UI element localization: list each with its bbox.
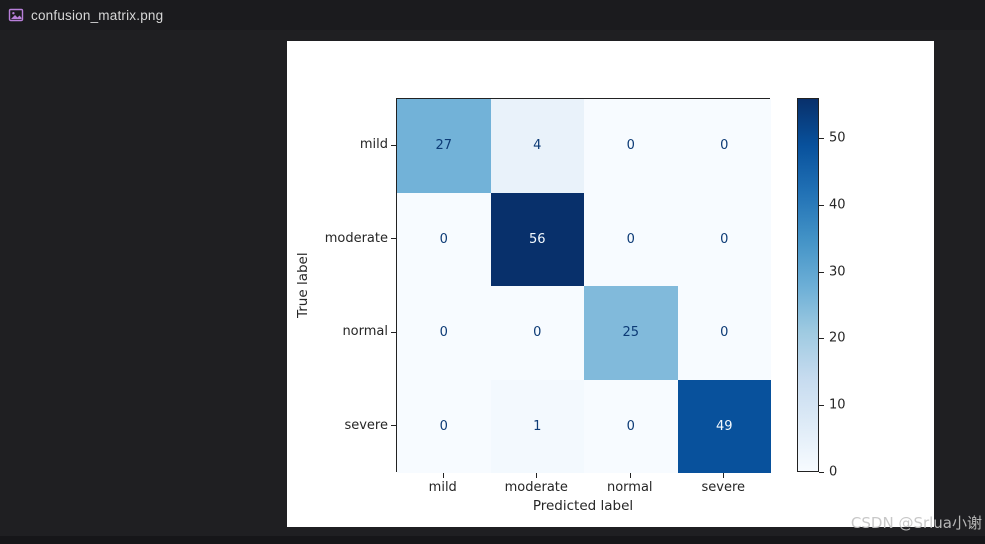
y-tick-mark (391, 331, 396, 333)
heatmap-cells: 27 4 0 0 0 56 0 0 0 0 25 0 0 1 0 49 (397, 99, 771, 473)
image-file-icon (8, 7, 24, 23)
matrix-cell: 0 (677, 99, 771, 193)
colorbar-tick-mark (819, 204, 824, 206)
x-tick-label: mild (428, 480, 457, 495)
x-tick-mark (629, 473, 631, 478)
y-tick-label: severe (344, 417, 388, 433)
colorbar-tick-mark (819, 338, 824, 340)
matrix-cell: 1 (490, 379, 584, 473)
x-tick-mark (442, 473, 444, 478)
confusion-matrix-figure: True label 27 4 0 0 0 56 0 0 0 0 25 0 0 1 0 49 mild mode… (287, 41, 934, 527)
matrix-cell: 49 (677, 379, 771, 473)
x-tick-label: severe (701, 480, 746, 495)
x-axis-title: Predicted label (532, 498, 634, 514)
y-tick-mark (391, 238, 396, 240)
colorbar-tick-label: 50 (829, 130, 846, 146)
heatmap-axes: 27 4 0 0 0 56 0 0 0 0 25 0 0 1 0 49 (396, 98, 771, 473)
colorbar-tick-label: 10 (829, 397, 846, 413)
tab-filename: confusion_matrix.png (31, 7, 164, 23)
colorbar-tick-label: 40 (829, 197, 846, 213)
x-tick-label: normal (606, 480, 653, 495)
matrix-cell: 0 (677, 192, 771, 286)
colorbar-tick-label: 0 (829, 464, 838, 480)
tab-bar: confusion_matrix.png (0, 0, 985, 30)
matrix-cell: 25 (584, 286, 678, 380)
watermark: CSDN @Srlua小谢 (850, 514, 982, 532)
y-tick-mark (391, 425, 396, 427)
matrix-cell: 0 (397, 192, 491, 286)
matrix-cell: 0 (677, 286, 771, 380)
x-tick-label: moderate (504, 480, 568, 495)
matrix-cell: 0 (584, 192, 678, 286)
matrix-cell: 56 (490, 192, 584, 286)
x-tick-mark (536, 473, 538, 478)
colorbar-tick-mark (819, 138, 824, 140)
colorbar-tick-mark (819, 472, 824, 473)
matrix-cell: 0 (397, 379, 491, 473)
bottom-strip (0, 536, 985, 544)
colorbar-tick-label: 20 (829, 330, 846, 346)
y-tick-label: mild (359, 137, 388, 153)
x-tick-mark (723, 473, 725, 478)
matrix-cell: 4 (490, 99, 584, 193)
colorbar (797, 98, 819, 472)
colorbar-tick-mark (819, 405, 824, 407)
matrix-cell: 27 (397, 99, 491, 193)
matrix-cell: 0 (397, 286, 491, 380)
tab-confusion-matrix[interactable]: confusion_matrix.png (0, 0, 177, 30)
matrix-cell: 0 (490, 286, 584, 380)
colorbar-tick-label: 30 (829, 264, 846, 280)
y-tick-mark (391, 144, 396, 146)
colorbar-tick-mark (819, 271, 824, 273)
matrix-cell: 0 (584, 379, 678, 473)
y-tick-label: normal (342, 324, 388, 340)
matrix-cell: 0 (584, 99, 678, 193)
y-tick-label: moderate (324, 230, 388, 246)
